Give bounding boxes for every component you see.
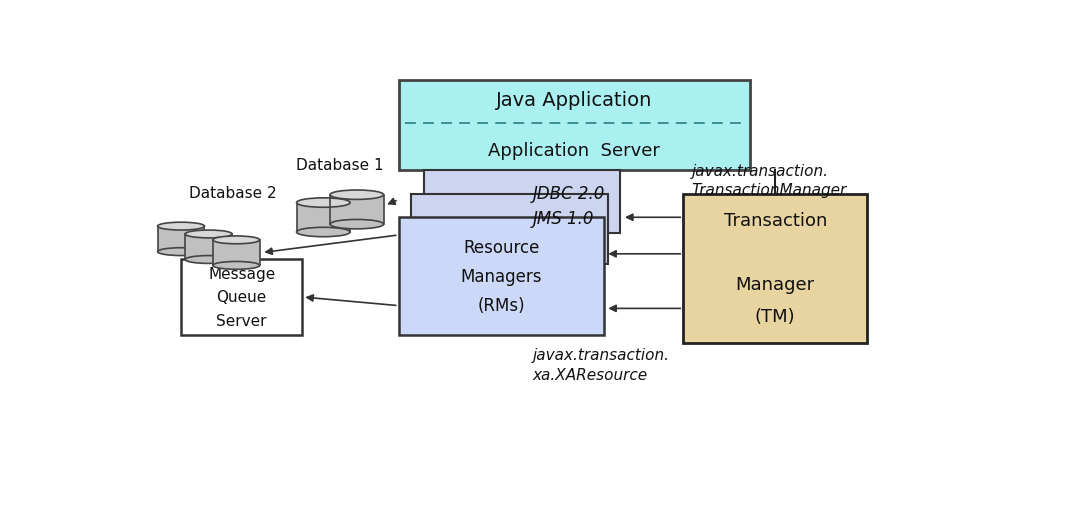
- Text: javax.transaction.
TransactionManager: javax.transaction. TransactionManager: [691, 163, 847, 198]
- Bar: [158, 227, 204, 252]
- Text: Java Application: Java Application: [496, 91, 652, 110]
- Bar: [186, 235, 232, 260]
- Bar: [423, 171, 620, 234]
- Text: JDBC 2.0
JMS 1.0: JDBC 2.0 JMS 1.0: [532, 185, 605, 228]
- Ellipse shape: [330, 190, 383, 200]
- Ellipse shape: [158, 248, 204, 256]
- Text: Application  Server: Application Server: [488, 142, 660, 160]
- Text: Transaction

Manager
(TM): Transaction Manager (TM): [724, 212, 827, 326]
- Ellipse shape: [213, 237, 259, 244]
- Ellipse shape: [158, 223, 204, 231]
- Text: Resource
Managers
(RMs): Resource Managers (RMs): [460, 239, 542, 315]
- Bar: [399, 80, 751, 171]
- Bar: [297, 203, 350, 233]
- Ellipse shape: [330, 220, 383, 230]
- Ellipse shape: [213, 262, 259, 270]
- Bar: [399, 218, 604, 335]
- Text: Database 1: Database 1: [296, 158, 383, 173]
- Text: javax.transaction.
xa.XAResource: javax.transaction. xa.XAResource: [532, 348, 670, 382]
- Bar: [411, 194, 608, 265]
- Bar: [213, 240, 259, 266]
- Text: Database 2: Database 2: [189, 185, 278, 200]
- Ellipse shape: [297, 199, 350, 208]
- Ellipse shape: [186, 256, 232, 264]
- Ellipse shape: [297, 228, 350, 237]
- Bar: [684, 194, 867, 343]
- Bar: [181, 259, 302, 335]
- Text: Message
Queue
Server: Message Queue Server: [208, 266, 275, 328]
- Ellipse shape: [186, 231, 232, 238]
- Bar: [330, 195, 383, 224]
